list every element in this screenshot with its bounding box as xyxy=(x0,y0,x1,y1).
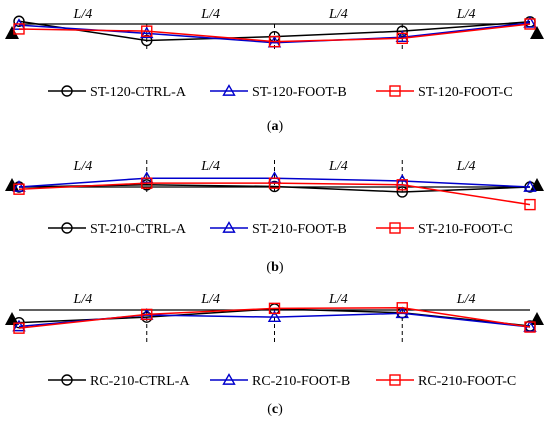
series-line-st-210-foot-c xyxy=(18,182,531,206)
chart-panel-c: L/4 L/4 L/4 L/4 RC-210-CTRL-A RC-210-FOOT-B RC… xyxy=(5,292,544,417)
data-point-st-120-foot-b xyxy=(140,26,154,39)
segment-label: L/4 xyxy=(200,292,220,307)
segment-label: L/4 xyxy=(328,7,348,22)
data-point-st-210-foot-b xyxy=(523,180,537,192)
data-point-rc-210-foot-b xyxy=(12,319,26,332)
legend-label: ST-210-CTRL-A xyxy=(90,222,187,237)
legend-marker xyxy=(222,84,236,96)
legend-marker xyxy=(389,374,401,386)
data-point-rc-210-foot-c xyxy=(141,308,153,321)
data-point-st-120-foot-b xyxy=(523,15,537,28)
data-point-st-120-ctrl-a xyxy=(13,15,25,27)
legend-label: ST-120-CTRL-A xyxy=(90,85,187,100)
legend-marker xyxy=(389,222,401,234)
right-support-icon xyxy=(530,312,544,325)
panel-letter: b xyxy=(271,260,279,275)
data-point-st-210-ctrl-a xyxy=(396,186,408,198)
legend-marker xyxy=(61,222,73,234)
data-point-rc-210-foot-c xyxy=(524,321,536,333)
panel-letter: a xyxy=(272,119,279,134)
segment-label: L/4 xyxy=(73,159,93,174)
legend-marker xyxy=(222,221,236,233)
segment-label: L/4 xyxy=(456,159,476,174)
chart-panel-b: L/4 L/4 L/4 L/4 ST-210-CTRL-A ST-210-FOOT-B ST… xyxy=(5,159,544,275)
data-point-st-210-foot-c xyxy=(524,198,536,211)
data-point-st-210-foot-c xyxy=(268,177,281,189)
series-line-rc-210-foot-c xyxy=(18,307,531,329)
data-point-st-210-foot-c xyxy=(13,183,25,195)
segment-label: L/4 xyxy=(456,292,476,307)
segment-label: L/4 xyxy=(328,159,348,174)
data-point-st-120-foot-b xyxy=(395,30,409,43)
segment-label: L/4 xyxy=(328,292,348,307)
panel-caption: (b) xyxy=(266,260,283,275)
data-point-st-120-foot-c xyxy=(13,23,25,35)
legend-marker xyxy=(61,85,73,97)
panel-caption: (a) xyxy=(267,119,284,134)
data-point-rc-210-foot-c xyxy=(268,302,281,315)
legend-marker xyxy=(389,85,401,97)
data-point-st-120-foot-c xyxy=(396,32,408,44)
data-point-st-120-foot-c xyxy=(524,18,536,30)
series-line-st-120-foot-c xyxy=(18,23,531,43)
legend-marker xyxy=(222,373,236,385)
data-point-rc-210-foot-c xyxy=(13,322,25,334)
panel-caption: (c) xyxy=(267,402,283,417)
legend-marker xyxy=(61,374,73,386)
data-point-st-210-foot-c xyxy=(396,179,408,191)
left-support-icon xyxy=(5,312,19,325)
segment-label: L/4 xyxy=(73,7,93,22)
legend-label: RC-210-FOOT-C xyxy=(418,374,516,389)
panel-letter: c xyxy=(272,402,278,417)
legend-label: ST-210-FOOT-B xyxy=(252,222,347,237)
right-support-icon xyxy=(530,26,544,39)
segment-label: L/4 xyxy=(200,7,220,22)
data-point-st-120-foot-c xyxy=(141,25,153,37)
data-point-st-210-foot-b xyxy=(12,180,26,192)
left-support-icon xyxy=(5,26,19,39)
data-point-rc-210-foot-c xyxy=(396,302,408,314)
legend-label: ST-210-FOOT-C xyxy=(418,222,513,237)
data-point-rc-210-foot-b xyxy=(267,310,282,322)
legend-label: ST-120-FOOT-B xyxy=(252,85,347,100)
segment-label: L/4 xyxy=(73,292,93,307)
chart-panel-a: L/4 L/4 L/4 L/4 ST-120-CTRL-A ST-120-FOOT-B ST… xyxy=(5,7,544,134)
segment-label: L/4 xyxy=(456,7,476,22)
data-point-st-210-foot-c xyxy=(141,177,153,189)
data-point-st-120-foot-c xyxy=(268,35,281,48)
legend-label: RC-210-FOOT-B xyxy=(252,374,350,389)
segment-label: L/4 xyxy=(200,159,220,174)
data-point-st-120-ctrl-a xyxy=(396,25,408,37)
legend-label: RC-210-CTRL-A xyxy=(90,374,190,389)
legend-label: ST-120-FOOT-C xyxy=(418,85,513,100)
